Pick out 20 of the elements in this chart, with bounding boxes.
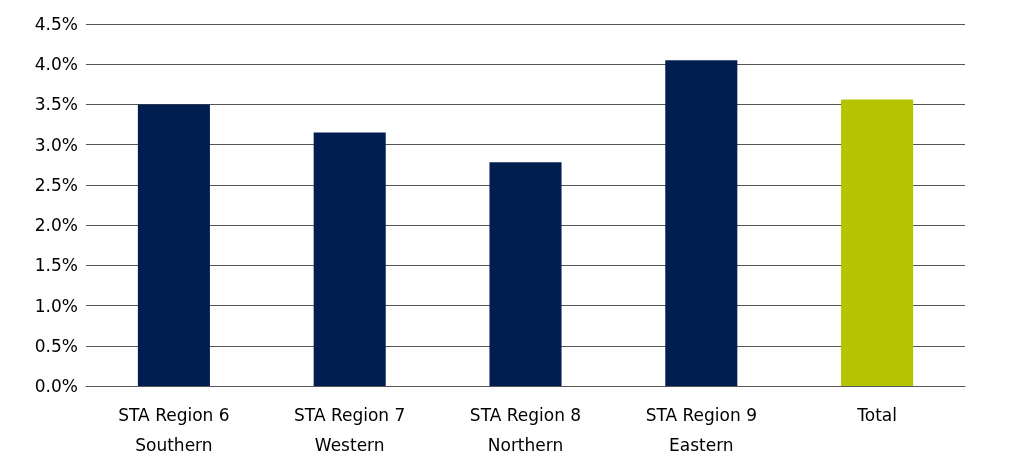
y-tick-label: 4.0% [34, 54, 78, 75]
y-tick-label: 3.5% [34, 94, 78, 115]
bar [489, 162, 562, 386]
bar [841, 99, 914, 386]
x-tick-label: STA Region 9 Eastern [645, 405, 757, 455]
y-tick-label: 3.0% [34, 134, 78, 155]
y-tick-label: 1.0% [34, 295, 78, 316]
y-tick-label: 0.5% [34, 335, 78, 356]
y-tick-label: 2.0% [34, 215, 78, 236]
x-tick-label: STA Region 8 Northern [469, 405, 582, 455]
bar [137, 104, 210, 386]
bar [665, 60, 738, 386]
x-tick-label: STA Region 7 Western [294, 405, 406, 455]
y-tick-label: 4.5% [34, 14, 78, 34]
x-tick-label: STA Region 6 Southern [118, 405, 230, 455]
y-tick-label: 0.0% [34, 376, 78, 396]
y-tick-label: 1.5% [34, 255, 78, 276]
bar [313, 132, 386, 386]
x-tick-label: Total [856, 405, 897, 425]
y-tick-label: 2.5% [34, 174, 78, 195]
